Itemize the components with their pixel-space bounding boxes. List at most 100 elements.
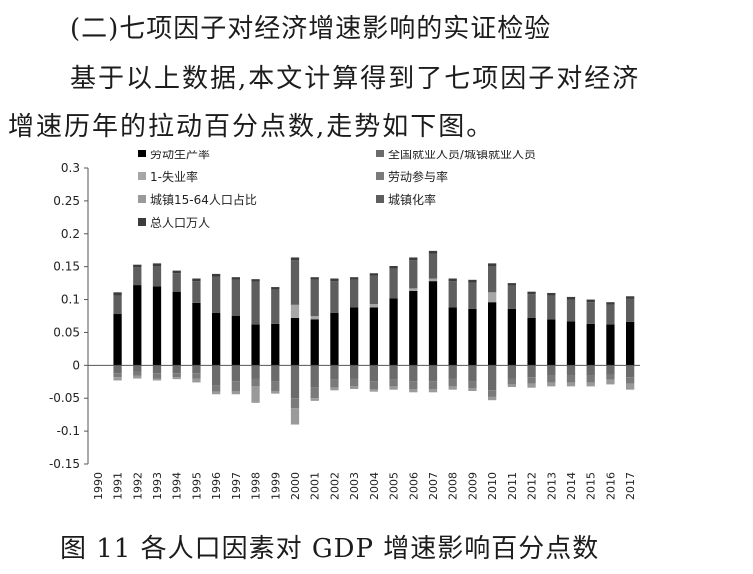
bar-segment [626, 365, 635, 378]
bar-segment [172, 273, 181, 292]
bar-segment [271, 323, 280, 366]
x-tick-label: 2011 [506, 472, 519, 500]
bar-segment [566, 382, 576, 387]
bar-segment [152, 263, 162, 267]
y-tick-label: 0.05 [53, 325, 80, 339]
bar-segment [507, 365, 516, 379]
bar-segment [428, 281, 438, 366]
bar-segment [507, 285, 516, 309]
bar-segment [586, 299, 595, 303]
x-tick-label: 2005 [388, 472, 401, 500]
legend-swatch [138, 218, 146, 226]
bar-segment [192, 378, 201, 383]
bar-segment [448, 386, 457, 390]
bar-segment [251, 365, 260, 379]
bar-segment [547, 319, 556, 366]
bar-segment [251, 324, 260, 366]
bar-segment [290, 257, 300, 261]
bar-segment [389, 298, 398, 366]
bar-segment [310, 316, 319, 320]
bar-segment [409, 291, 418, 366]
bar-segment [212, 385, 221, 392]
x-tick-label: 2012 [526, 472, 539, 500]
y-tick-label: -0.05 [49, 391, 80, 405]
bar-segment [350, 277, 359, 280]
bar-segment [152, 378, 162, 381]
x-tick-label: 1992 [131, 472, 144, 500]
bar-segment [133, 264, 142, 268]
y-tick-label: 0.2 [61, 227, 80, 241]
bar-segment [192, 302, 201, 366]
x-tick-label: 2004 [368, 472, 381, 500]
bar-segment [133, 371, 142, 376]
bar-segment [212, 276, 221, 313]
x-tick-label: 1993 [151, 472, 164, 500]
x-tick-label: 2002 [328, 472, 341, 500]
bar-segment [330, 387, 339, 391]
legend-swatch [376, 195, 384, 203]
section-heading: (二)七项因子对经济增速影响的实证检验 [70, 14, 552, 44]
bar-segment [350, 307, 359, 366]
bar-segment [271, 381, 280, 391]
bar-segment [507, 283, 516, 286]
bar-segment [251, 279, 260, 282]
bar-segment [547, 375, 556, 383]
bar-segment [606, 365, 615, 375]
bar-segment [192, 373, 201, 379]
bar-segment [330, 312, 339, 366]
bar-segment [428, 250, 438, 254]
bar-segment [626, 298, 635, 322]
bar-segment [271, 289, 280, 324]
bar-segment [428, 365, 438, 382]
bar-segment [389, 365, 398, 380]
bar-segment [448, 278, 457, 282]
y-tick-label: 0.15 [53, 260, 80, 274]
x-tick-label: 2007 [427, 472, 440, 500]
bar-segment [172, 270, 181, 274]
bar-segment [271, 390, 280, 394]
bar-segment [231, 365, 240, 382]
bar-segment [369, 273, 378, 276]
bar-segment [488, 396, 497, 401]
bar-segment [409, 389, 418, 393]
bar-segment [350, 378, 359, 387]
bar-segment [212, 391, 221, 395]
bar-segment [310, 279, 319, 316]
bar-segment [389, 379, 398, 387]
bar-segment [547, 292, 556, 296]
legend-label: 劳动生产率 [150, 150, 210, 161]
bar-segment [133, 365, 142, 372]
bar-segment [113, 373, 122, 378]
bar-segment [468, 388, 477, 391]
bar-segment [566, 321, 576, 366]
paragraph-line-1: 基于以上数据,本文计算得到了七项因子对经济 [70, 64, 641, 94]
bar-segment [192, 278, 201, 282]
bar-segment [606, 374, 615, 380]
bar-segment [290, 317, 300, 366]
x-tick-label: 2014 [565, 472, 578, 500]
bar-segment [566, 365, 576, 376]
legend-label: 总人口万人 [150, 216, 210, 230]
bar-segment [409, 288, 418, 292]
bar-segment [231, 390, 240, 395]
legend-label: 劳动参与率 [388, 169, 448, 184]
bar-segment [310, 319, 319, 366]
bar-segment [507, 308, 516, 366]
x-tick-label: 2001 [309, 472, 322, 500]
bar-segment [350, 365, 359, 379]
bar-segment [428, 278, 438, 282]
bar-segment [527, 294, 536, 318]
figure-caption: 图 11 各人口因素对 GDP 增速影响百分点数 [60, 534, 600, 564]
x-tick-label: 1991 [112, 472, 125, 500]
bar-segment [271, 365, 280, 382]
bar-segment [428, 389, 438, 393]
bar-segment [626, 321, 635, 366]
bar-segment [488, 292, 497, 303]
y-tick-label: -0.1 [57, 424, 80, 438]
bar-segment [448, 378, 457, 387]
x-axis: 1990 1991 1992 1993 1994 1995 1996 1997 1998 1999… [88, 364, 640, 500]
bar-segment [133, 375, 142, 379]
bar-segment [152, 373, 162, 379]
bar-segment [606, 379, 615, 385]
bar-segment [271, 287, 280, 290]
